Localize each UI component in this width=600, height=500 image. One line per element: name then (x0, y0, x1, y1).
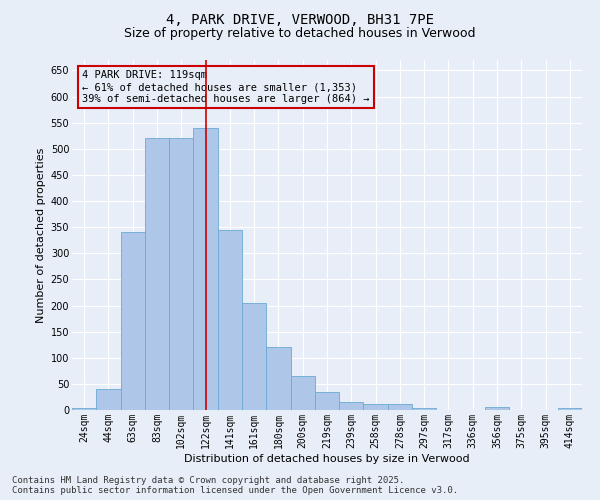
Bar (266, 348, 290, 410)
Bar (96, 389, 121, 410)
Y-axis label: Number of detached properties: Number of detached properties (37, 148, 46, 322)
Text: 4 PARK DRIVE: 119sqm
← 61% of detached houses are smaller (1,353)
39% of semi-de: 4 PARK DRIVE: 119sqm ← 61% of detached h… (82, 70, 370, 104)
Bar (145, 138, 169, 410)
Bar (412, 408, 436, 410)
Text: 4, PARK DRIVE, VERWOOD, BH31 7PE: 4, PARK DRIVE, VERWOOD, BH31 7PE (166, 12, 434, 26)
Text: Size of property relative to detached houses in Verwood: Size of property relative to detached ho… (124, 28, 476, 40)
Bar (193, 128, 218, 410)
Bar (364, 404, 388, 410)
Bar (339, 402, 364, 410)
Bar (388, 404, 412, 410)
Bar (169, 138, 193, 410)
X-axis label: Distribution of detached houses by size in Verwood: Distribution of detached houses by size … (184, 454, 470, 464)
Bar (558, 408, 582, 410)
Bar (121, 232, 145, 410)
Bar (315, 392, 339, 410)
Bar (242, 303, 266, 410)
Bar (218, 230, 242, 410)
Bar (485, 408, 509, 410)
Bar (290, 376, 315, 410)
Text: Contains HM Land Registry data © Crown copyright and database right 2025.
Contai: Contains HM Land Registry data © Crown c… (12, 476, 458, 495)
Bar (72, 408, 96, 410)
